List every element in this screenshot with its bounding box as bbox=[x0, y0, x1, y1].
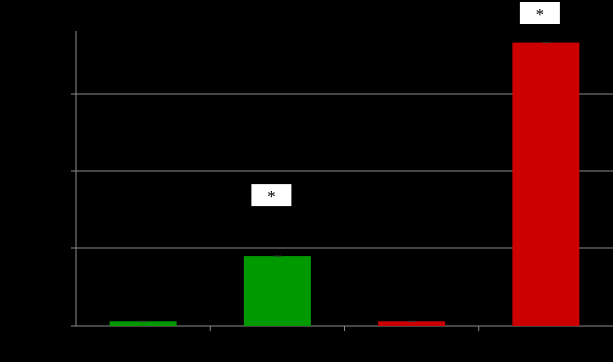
bar-2 bbox=[243, 256, 311, 326]
significance-annotation-2: * bbox=[519, 2, 560, 24]
annotation-label-2: * bbox=[536, 5, 545, 24]
annotation-label-1: * bbox=[267, 187, 276, 206]
bars bbox=[109, 42, 580, 326]
annotation-box-1 bbox=[251, 184, 292, 207]
bar-4 bbox=[512, 42, 580, 326]
annotation-box-2 bbox=[519, 2, 560, 24]
bar-1 bbox=[109, 321, 177, 326]
bar-3 bbox=[378, 321, 446, 326]
significance-annotation-1: * bbox=[251, 184, 292, 207]
annotations: ** bbox=[251, 2, 560, 207]
